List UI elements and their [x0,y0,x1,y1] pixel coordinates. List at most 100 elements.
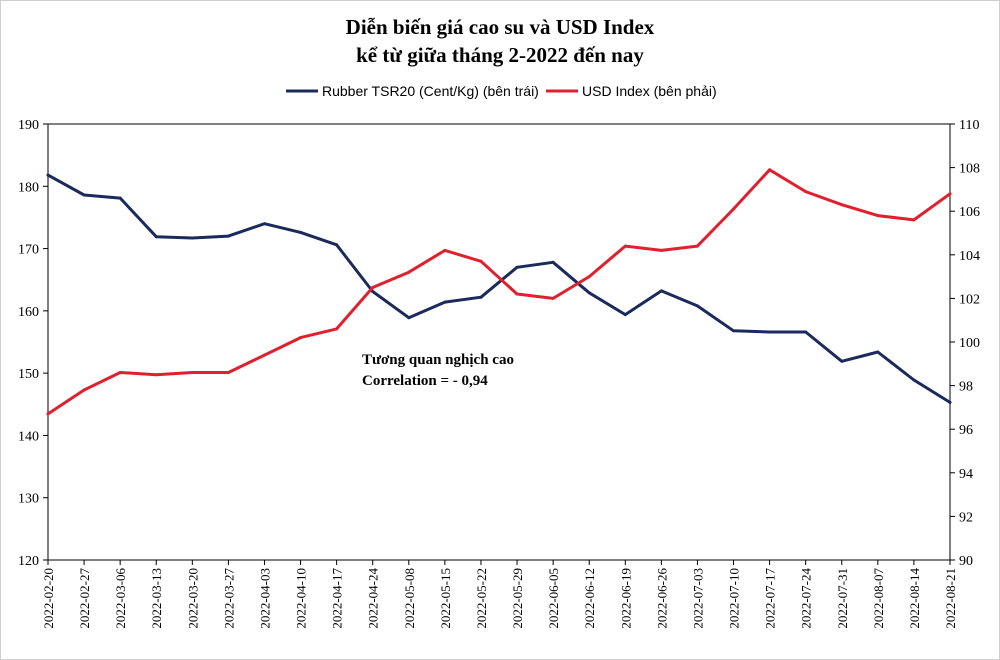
x-tick-label: 2022-04-24 [366,568,381,629]
usd-index-point [46,412,50,416]
x-tick-label: 2022-08-14 [907,568,922,629]
x-tick-label: 2022-03-20 [185,568,200,629]
usd-index-point [551,296,555,300]
rubber-price-point [515,265,519,269]
y-right-tick-label: 100 [959,336,980,351]
legend: Rubber TSR20 (Cent/Kg) (bên trái) USD In… [286,83,717,99]
x-tick-label: 2022-02-27 [77,568,92,629]
rubber-price-point [551,260,555,264]
usd-index-point [768,168,772,172]
rubber-price-point [407,316,411,320]
y-left-tick-label: 150 [18,367,39,382]
x-tick-label: 2022-07-17 [763,568,778,629]
usd-index-point [695,244,699,248]
y-left-tick-label: 130 [18,492,39,507]
x-tick-label: 2022-04-10 [294,568,309,629]
usd-index-point [479,259,483,263]
x-tick-label: 2022-03-13 [149,568,164,629]
usd-index-point [623,244,627,248]
y-right-tick-label: 104 [959,249,980,264]
y-left-tick-label: 170 [18,243,39,258]
usd-index-point [154,373,158,377]
rubber-price-point [948,400,952,404]
rubber-price-line [46,173,952,404]
y-right-tick-label: 98 [959,380,973,395]
chart-title: Diễn biến giá cao su và USD Index [346,15,655,39]
usd-index-point [443,248,447,252]
usd-index-point [118,371,122,374]
y-left-tick-label: 140 [18,429,39,444]
x-axis: 2022-02-20 2022-02-27 2022-03-06 2022-03-13… [41,560,958,629]
y-right-tick-label: 110 [959,118,979,133]
rubber-price-point [443,300,447,304]
y-left-tick-label: 160 [18,305,39,320]
y-axis-left: 120 130 140 150 160 170 180 190 [18,118,48,569]
series-layer [46,168,952,416]
x-tick-label: 2022-03-27 [221,568,236,629]
y-axis-right: 90 92 94 96 98 100 102 104 106 108 110 [950,118,980,569]
x-tick-label: 2022-05-15 [438,568,453,629]
x-tick-label: 2022-08-21 [943,568,958,629]
annotation-line-1: Tương quan nghịch cao [362,352,514,368]
legend-label-usd: USD Index (bên phải) [582,83,717,99]
x-tick-label: 2022-04-03 [257,568,272,629]
usd-index-point [659,248,663,252]
x-tick-label: 2022-06-26 [654,568,669,629]
rubber-price-point [226,234,230,238]
usd-index-point [732,207,735,211]
x-tick-label: 2022-06-12 [582,568,597,629]
x-tick-label: 2022-05-22 [474,568,489,629]
x-tick-label: 2022-05-08 [402,568,417,629]
rubber-price-point [190,236,194,240]
rubber-price-point [371,290,375,293]
annotation-line-2: Correlation = - 0,94 [362,373,488,389]
rubber-price-point [335,243,339,247]
y-right-tick-label: 102 [959,292,980,307]
usd-index-line [46,168,952,416]
rubber-price-point [732,329,735,333]
usd-index-point [912,218,916,222]
usd-index-point [515,292,519,296]
usd-index-point [840,203,844,207]
rubber-price-point [154,235,158,239]
y-left-tick-label: 190 [18,118,39,133]
usd-index-point [263,353,266,357]
x-tick-label: 2022-04-17 [330,568,345,629]
y-right-tick-label: 94 [959,467,973,482]
x-tick-label: 2022-07-24 [799,568,814,629]
rubber-price-point [623,313,627,317]
usd-index-point [335,327,339,331]
rubber-price-point [118,196,122,200]
usd-index-point [299,336,303,340]
usd-index-point [876,214,880,218]
x-tick-label: 2022-06-19 [618,568,633,629]
usd-index-point [190,371,194,374]
x-tick-label: 2022-02-20 [41,568,56,629]
rubber-price-point [46,173,50,177]
y-right-tick-label: 106 [959,205,980,220]
x-tick-label: 2022-07-10 [727,568,742,629]
chart-subtitle: kể từ giữa tháng 2-2022 đến nay [356,43,644,67]
x-tick-label: 2022-07-03 [690,568,705,629]
x-tick-label: 2022-07-31 [835,568,850,629]
rubber-price-point [840,359,844,363]
rubber-price-point [659,289,663,293]
usd-index-point [226,371,230,374]
legend-label-rubber: Rubber TSR20 (Cent/Kg) (bên trái) [322,83,539,99]
rubber-price-point [876,350,880,354]
usd-index-point [587,275,591,279]
x-tick-label: 2022-06-05 [546,568,561,629]
rubber-price-point [804,330,808,334]
usd-index-point [82,388,86,392]
y-left-tick-label: 180 [18,180,39,195]
y-right-tick-label: 92 [959,510,973,525]
x-tick-label: 2022-08-07 [871,568,886,629]
rubber-price-point [768,330,772,334]
x-tick-label: 2022-03-06 [113,568,128,629]
y-right-tick-label: 96 [959,423,973,438]
rubber-price-point [912,378,916,382]
rubber-price-point [82,193,86,197]
